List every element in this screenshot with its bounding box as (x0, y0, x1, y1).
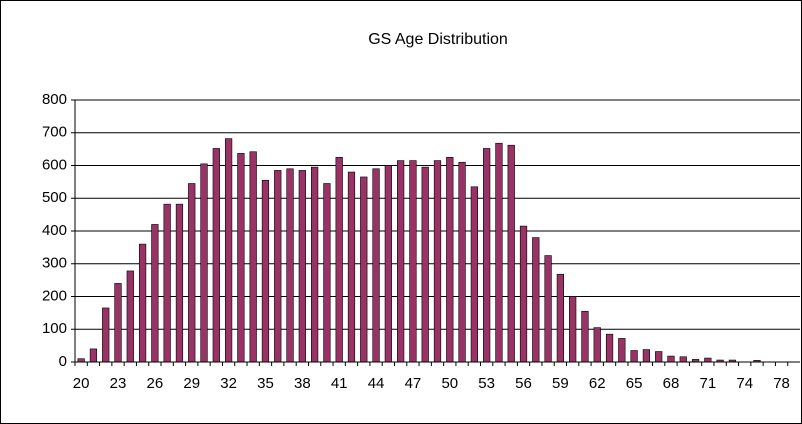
bar (89, 348, 98, 363)
bar (544, 255, 552, 363)
x-tick-label: 74 (736, 375, 753, 392)
y-tick-label: 300 (42, 255, 67, 272)
bar (433, 160, 442, 363)
bar (274, 170, 282, 363)
bar (384, 165, 392, 363)
bar (397, 160, 405, 363)
y-tick-label: 400 (42, 222, 67, 239)
x-tick-label: 47 (405, 375, 422, 392)
bar (212, 148, 220, 363)
x-tick-label: 50 (441, 375, 458, 392)
y-tick-label: 100 (42, 320, 67, 337)
bar (409, 160, 417, 363)
x-tick-label: 56 (515, 375, 532, 392)
x-tick-label: 26 (147, 375, 164, 392)
bar (151, 224, 159, 363)
bar (163, 203, 171, 363)
x-tick-label: 20 (73, 375, 90, 392)
x-tick-label: 53 (478, 375, 495, 392)
bar (519, 225, 528, 363)
y-tick-label: 800 (42, 91, 67, 108)
bar (298, 170, 306, 363)
bar (605, 333, 614, 363)
x-tick-label: 23 (110, 375, 127, 392)
bar (138, 243, 147, 363)
bar (630, 350, 638, 363)
y-tick-label: 700 (42, 124, 67, 141)
y-tick-label: 200 (42, 287, 67, 304)
bar (593, 327, 601, 363)
bar (249, 151, 257, 363)
bar (581, 310, 589, 363)
x-tick-label: 38 (294, 375, 311, 392)
bar (323, 183, 331, 363)
bar (102, 307, 110, 363)
chart-title: GS Age Distribution (368, 31, 508, 48)
x-tick-label: 59 (552, 375, 569, 392)
y-tick-label: 600 (42, 156, 67, 173)
bar (188, 183, 196, 363)
x-tick-label: 35 (257, 375, 274, 392)
bar (175, 203, 184, 363)
bar (114, 283, 122, 363)
x-tick-label: 68 (663, 375, 680, 392)
bar (556, 273, 564, 363)
bar (372, 168, 380, 363)
bar (347, 171, 356, 363)
y-tick-label: 0 (59, 353, 67, 370)
x-tick-label: 44 (368, 375, 385, 392)
bar (126, 270, 134, 363)
bar (421, 166, 429, 363)
bar (704, 357, 712, 363)
bar (655, 351, 663, 363)
x-tick-label: 32 (220, 375, 237, 392)
x-tick-label: 71 (699, 375, 716, 392)
y-tick-label: 500 (42, 189, 67, 206)
bar (458, 161, 466, 363)
bar (470, 186, 478, 363)
bar (237, 153, 245, 363)
bar (446, 157, 454, 363)
bar (618, 338, 626, 363)
x-tick-label: 65 (626, 375, 643, 392)
x-tick-label: 29 (183, 375, 200, 392)
bar (667, 355, 675, 363)
bar (642, 349, 651, 363)
x-tick-label: 62 (589, 375, 606, 392)
bar (311, 166, 319, 363)
bar (261, 179, 270, 363)
x-tick-label: 78 (773, 375, 790, 392)
bar (569, 296, 577, 363)
bar (483, 148, 491, 363)
bar (200, 163, 208, 363)
bar (224, 138, 233, 363)
bar (335, 157, 343, 363)
bar (286, 168, 294, 363)
bar (679, 356, 687, 363)
bar (532, 237, 540, 363)
bar (360, 176, 368, 363)
x-tick-label: 41 (331, 375, 348, 392)
bar (495, 142, 503, 363)
bar (507, 144, 515, 363)
